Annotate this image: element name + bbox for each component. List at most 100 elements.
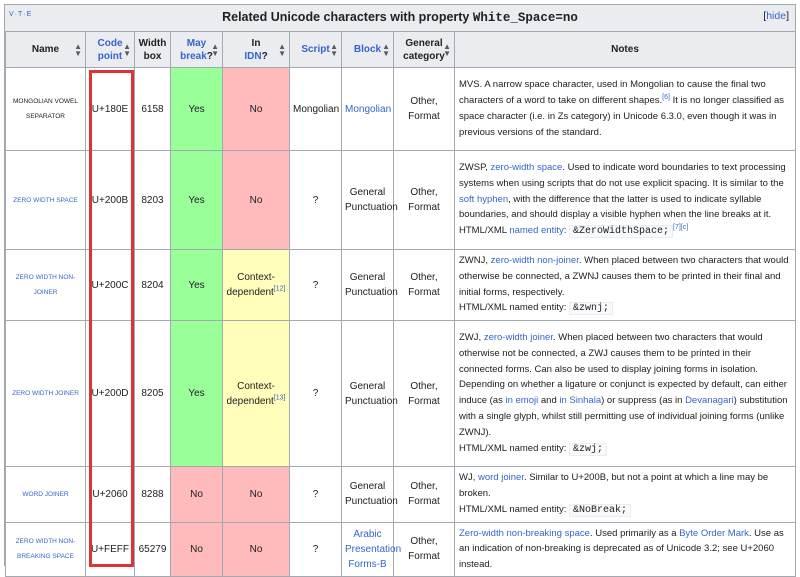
notes-link[interactable]: in Sinhala [559, 395, 602, 407]
sort-icon[interactable]: ▲ ▼ [443, 41, 451, 58]
width-value: 8288 [134, 466, 171, 523]
entity-code: &NoBreak; [569, 503, 632, 517]
notes-link[interactable]: Zero-width non-breaking space [459, 527, 590, 539]
table-row: Zero width space U+200B 8203 Yes No ? Ge… [5, 150, 796, 250]
may-break-value: Yes [170, 320, 223, 468]
in-idn-value: No [222, 521, 290, 577]
may-break-value: Yes [170, 150, 223, 250]
sort-icon[interactable]: ▲ ▼ [211, 41, 219, 58]
col-header-general-category[interactable]: General category ▲ ▼ [393, 31, 455, 68]
citation-link[interactable]: [12] [273, 285, 286, 293]
block-link[interactable]: Mongolian [345, 103, 392, 115]
named-entity-link[interactable]: named entity [509, 225, 564, 237]
block-value: General Punctuation [341, 320, 398, 468]
in-idn-value: Context-dependent[12] [222, 248, 290, 322]
width-value: 65279 [134, 521, 171, 577]
col-header-in-idn[interactable]: In IDN? ▲ ▼ [222, 31, 290, 68]
in-idn-value: No [222, 150, 290, 250]
notes-link[interactable]: zero-width joiner [483, 332, 553, 343]
width-value: 8204 [134, 248, 171, 322]
char-name-link[interactable]: Zero width non-breaking space [15, 538, 76, 561]
col-header-name[interactable]: Name ▲ ▼ [5, 31, 86, 68]
char-name: Mongolian vowel separator [5, 67, 86, 151]
char-name-link[interactable]: Zero width joiner [12, 390, 79, 398]
notes-link[interactable]: Byte Order Mark [679, 527, 749, 539]
notes-link[interactable]: soft hyphen [459, 193, 509, 205]
idn-link[interactable]: IDN [244, 50, 262, 62]
table-row: Word joiner U+2060 8288 No No ? General P… [5, 466, 796, 523]
header-row: Name ▲ ▼ Code point ▲ ▼ Width box May break? ▲ ▼… [5, 31, 796, 68]
col-header-width-box: Width box [134, 31, 171, 68]
may-break-value: No [170, 521, 223, 577]
table-row: Zero width joiner U+200D 8205 Yes Contex… [5, 320, 796, 468]
category-value: Other, Format [393, 466, 455, 523]
notes-link[interactable]: word joiner [478, 472, 524, 484]
citation-link[interactable]: [6] [662, 94, 670, 102]
citation-link[interactable]: [7] [673, 224, 681, 232]
script-link[interactable]: Script [301, 44, 330, 55]
sort-icon[interactable]: ▲ ▼ [382, 41, 390, 58]
sort-icon[interactable]: ▲ ▼ [278, 41, 286, 58]
block-link[interactable]: Block [353, 44, 382, 55]
notes-link[interactable]: Devanagari [685, 395, 734, 407]
in-idn-value: No [222, 466, 290, 523]
category-value: Other, Format [393, 521, 455, 577]
code-point: U+200D [85, 320, 135, 468]
char-name-link[interactable]: Zero width non-joiner [15, 274, 76, 297]
col-header-script[interactable]: Script ▲ ▼ [289, 31, 342, 68]
table-row: Zero width non-joiner U+200C 8204 Yes Co… [5, 248, 796, 322]
in-idn-value: Context-dependent[13] [222, 320, 290, 468]
table-row: Mongolian vowel separator U+180E 6158 Ye… [5, 67, 796, 151]
hide-toggle: [hide] [763, 10, 789, 22]
width-value: 8203 [134, 150, 171, 250]
entity-code: &zwj; [569, 442, 608, 456]
script-value: ? [289, 320, 342, 468]
sort-icon[interactable]: ▲ ▼ [123, 41, 131, 58]
char-name: Word joiner [5, 466, 86, 523]
code-point-link[interactable]: Code point [97, 37, 123, 62]
navbox-title: Related Unicode characters with property… [5, 10, 795, 25]
code-point: U+200C [85, 248, 135, 322]
entity-code: &ZeroWidthSpace; [569, 225, 674, 239]
notes-link[interactable]: in emoji [505, 395, 539, 407]
code-point: U+180E [85, 67, 135, 151]
vte-links[interactable]: V·T·E [9, 11, 33, 18]
char-name: Zero width non-joiner [5, 248, 86, 322]
citation-link[interactable]: [13] [273, 394, 286, 402]
hide-link[interactable]: hide [766, 10, 787, 22]
in-idn-value: No [222, 67, 290, 151]
char-name-link[interactable]: Word joiner [22, 490, 69, 498]
sort-icon[interactable]: ▲ ▼ [330, 41, 338, 58]
script-value: ? [289, 466, 342, 523]
script-value: ? [289, 248, 342, 322]
title-code: White_Space=no [472, 11, 578, 25]
may-break-link[interactable]: May break [180, 37, 207, 62]
category-value: Other, Format [393, 248, 455, 322]
code-point: U+FEFF [85, 521, 135, 577]
block-link[interactable]: Arabic Presentation Forms-B [345, 528, 402, 570]
char-name: Zero width space [5, 150, 86, 250]
block-value: General Punctuation [341, 248, 398, 322]
col-header-code-point[interactable]: Code point ▲ ▼ [85, 31, 135, 68]
col-header-may-break[interactable]: May break? ▲ ▼ [170, 31, 223, 68]
citation-link[interactable]: [c] [680, 224, 689, 232]
notes-cell: MVS. A narrow space character, used in M… [454, 67, 796, 151]
table-row: Zero width non-breaking space U+FEFF 652… [5, 521, 796, 577]
notes-cell: ZWJ, zero-width joiner. When placed betw… [454, 320, 796, 468]
notes-cell: ZWNJ, zero-width non-joiner. When placed… [454, 248, 796, 322]
navbox: V·T·E Related Unicode characters with pr… [4, 4, 796, 577]
width-value: 8205 [134, 320, 171, 468]
notes-link[interactable]: zero-width space [490, 162, 563, 173]
notes-link[interactable]: zero-width non-joiner [490, 255, 579, 266]
char-name-link[interactable]: Zero width space [13, 196, 78, 204]
sort-icon[interactable]: ▲ ▼ [74, 41, 82, 58]
block-value: General Punctuation [341, 150, 398, 250]
category-value: Other, Format [393, 150, 455, 250]
entity-code: &zwnj; [569, 302, 614, 316]
title-text: Related Unicode characters with property [222, 10, 473, 24]
width-value: 6158 [134, 67, 171, 151]
script-value: ? [289, 150, 342, 250]
block-value: General Punctuation [341, 466, 398, 523]
col-header-block[interactable]: Block ▲ ▼ [341, 31, 394, 68]
may-break-value: Yes [170, 67, 223, 151]
